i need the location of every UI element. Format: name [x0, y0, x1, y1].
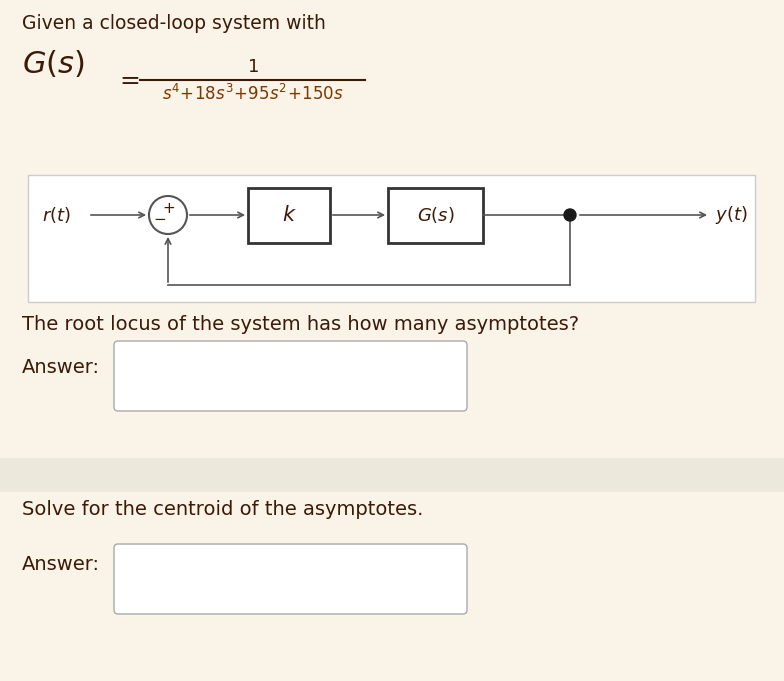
Bar [0, 458, 784, 492]
Text: Given a closed-loop system with: Given a closed-loop system with [22, 14, 326, 33]
Text: $y(t)$: $y(t)$ [715, 204, 748, 226]
Text: $G(s)$: $G(s)$ [416, 205, 455, 225]
Circle shape [149, 196, 187, 234]
FancyBboxPatch shape [114, 544, 467, 614]
Text: +: + [162, 201, 176, 216]
Text: The root locus of the system has how many asymptotes?: The root locus of the system has how man… [22, 315, 579, 334]
Bar [28, 175, 755, 302]
Text: $G(s)$: $G(s)$ [22, 48, 85, 79]
Text: Solve for the centroid of the asymptotes.: Solve for the centroid of the asymptotes… [22, 500, 423, 519]
Text: $1$: $1$ [247, 58, 259, 76]
Bar [388, 187, 483, 242]
Text: −: − [153, 212, 165, 227]
Circle shape [564, 209, 576, 221]
Text: $s^4\!+\!18s^3\!+\!95s^2\!+\!150s$: $s^4\!+\!18s^3\!+\!95s^2\!+\!150s$ [162, 84, 343, 104]
Text: $k$: $k$ [281, 205, 296, 225]
Text: $=$: $=$ [115, 67, 140, 91]
Bar [248, 187, 330, 242]
FancyBboxPatch shape [114, 341, 467, 411]
Text: $r(t)$: $r(t)$ [42, 205, 71, 225]
Text: Answer:: Answer: [22, 555, 100, 574]
Text: Answer:: Answer: [22, 358, 100, 377]
